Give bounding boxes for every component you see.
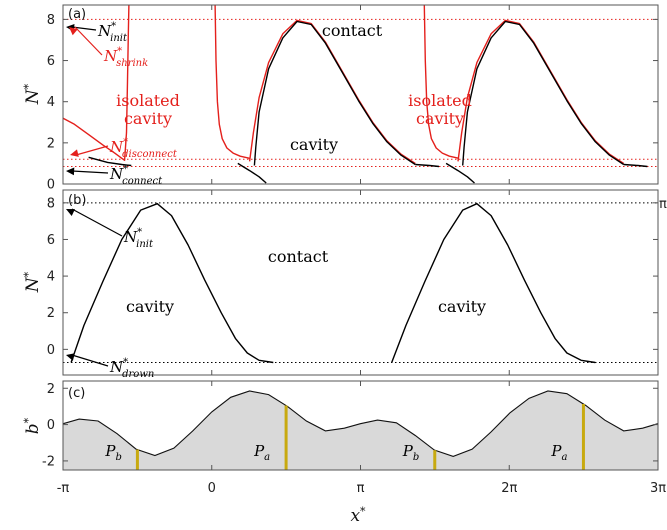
series-line-0-10 (445, 162, 475, 184)
region-label-1-2: cavity (438, 297, 486, 316)
series-line-0-11 (623, 163, 648, 168)
annotation-arrowhead-0-1 (69, 27, 78, 36)
series-line-0-1 (88, 156, 132, 167)
series-line-0-2 (214, 5, 250, 159)
x-tick-label-3: 2π (501, 481, 517, 496)
annotation-arrowhead-0-3 (66, 167, 75, 176)
annotation-arrow-1-1 (71, 354, 109, 367)
region-label-1-1: cavity (126, 297, 174, 316)
right-edge-label-1: π (659, 197, 667, 212)
y-tick-label-0-3: 6 (47, 54, 55, 69)
region-label-0-5: cavity (416, 109, 464, 128)
x-axis-label-star: * (360, 505, 366, 518)
y-tick-label-1-3: 6 (47, 233, 55, 248)
series-line-1-0 (70, 203, 274, 364)
annotation-star-0-1: * (117, 46, 122, 57)
series-line-0-7 (423, 5, 460, 159)
annotation-label-0-0: N* init (97, 21, 128, 44)
y-tick-label-1-0: 0 (47, 343, 55, 358)
panel-1-plot-area (63, 202, 658, 364)
panel-0-plot-area (63, 5, 658, 184)
annotation-star-1-1: * (123, 357, 128, 368)
bedrock-area-0 (63, 391, 658, 470)
y-tick-label-1-2: 4 (47, 270, 55, 285)
marker-label-sub-2: b (413, 452, 419, 463)
annotation-arrow-1-0 (71, 208, 123, 237)
annotation-arrowhead-0-2 (70, 149, 79, 157)
annotation-label-1-1: N* drown (109, 357, 154, 380)
annotation-star-1-0: * (137, 227, 142, 238)
series-line-1-1 (391, 203, 596, 364)
y-axis-label-star-2: * (22, 417, 35, 423)
annotation-sub-0-3: connect (122, 176, 163, 187)
annotation-star-0-0: * (111, 21, 116, 32)
region-label-0-1: cavity (290, 135, 338, 154)
annotation-arrow-0-3 (71, 170, 109, 174)
annotation-label-1-0: N* init (123, 227, 154, 250)
y-tick-label-0-4: 8 (47, 13, 55, 28)
panel-1-frame (62, 189, 659, 376)
region-label-1-0: contact (268, 247, 329, 266)
annotation-label-0-1: N* shrink (103, 46, 148, 69)
y-tick-label-1-1: 2 (47, 306, 55, 321)
y-tick-label-0-2: 4 (47, 95, 55, 110)
annotation-star-0-2: * (123, 137, 128, 148)
x-tick-label-4: 3π (650, 481, 666, 496)
x-tick-label-1: 0 (208, 481, 216, 496)
annotation-arrow-0-2 (75, 145, 109, 156)
y-tick-label-0-1: 2 (47, 136, 55, 151)
panel-label-2: (c) (68, 386, 85, 401)
marker-label-sub-3: a (562, 452, 568, 463)
region-label-0-0: contact (322, 21, 383, 40)
y-axis-label-star-1: * (22, 271, 35, 277)
y-tick-label-0-0: 0 (47, 178, 55, 193)
panel-label-1: (b) (68, 193, 86, 208)
marker-label-sub-1: a (264, 452, 270, 463)
panel-2-plot-area (63, 390, 658, 470)
region-label-0-3: cavity (124, 109, 172, 128)
marker-label-sub-0: b (116, 452, 122, 463)
series-line-0-8 (457, 19, 625, 164)
y-tick-label-2-2: 2 (47, 382, 55, 397)
y-axis-label-1: N* (22, 271, 43, 293)
series-line-0-5 (237, 162, 267, 184)
y-tick-label-1-4: 8 (47, 196, 55, 211)
y-axis-label-star-0: * (22, 83, 35, 89)
annotation-sub-1-1: drown (122, 369, 154, 380)
annotation-sub-1-0: init (136, 239, 154, 250)
series-line-0-9 (462, 20, 625, 166)
y-tick-label-2-0: -2 (42, 454, 55, 469)
y-axis-label-0: N* (22, 83, 43, 105)
annotation-arrow-0-1 (74, 26, 103, 56)
series-line-0-0 (63, 5, 130, 161)
annotation-sub-0-2: disconnect (122, 149, 178, 160)
annotation-star-0-3: * (123, 164, 128, 175)
series-line-0-6 (415, 163, 440, 168)
panel-label-0: (a) (68, 7, 86, 22)
y-tick-label-2-1: 0 (47, 418, 55, 433)
region-label-0-4: isolated (408, 91, 472, 110)
x-tick-label-2: π (357, 481, 365, 496)
series-line-0-4 (253, 20, 416, 166)
x-tick-label-0: -π (57, 481, 70, 496)
annotation-arrowhead-1-0 (66, 209, 75, 216)
annotation-sub-0-0: init (110, 33, 128, 44)
annotation-sub-0-1: shrink (116, 58, 148, 69)
region-label-0-2: isolated (116, 91, 180, 110)
x-axis-label: x* (350, 505, 366, 526)
y-axis-label-2: b* (22, 417, 43, 434)
annotation-arrowhead-1-1 (66, 353, 75, 361)
bedrock-line-0 (63, 390, 658, 457)
